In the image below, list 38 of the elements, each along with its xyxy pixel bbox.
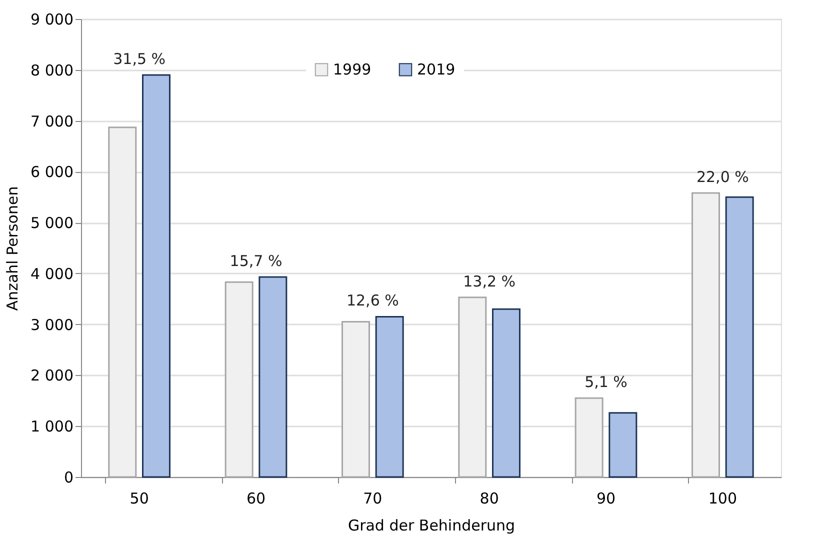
y-tick-label: 0 — [64, 468, 74, 486]
bar — [375, 316, 404, 478]
x-tick-label: 80 — [480, 490, 499, 508]
bar — [142, 74, 170, 478]
annotation: 5,1 % — [584, 373, 628, 392]
y-tick-label: 3 000 — [30, 316, 74, 334]
x-tick-label: 90 — [596, 490, 616, 508]
legend-label: 1999 — [333, 60, 372, 79]
annotation: 15,7 % — [230, 252, 282, 270]
x-tick-label: 50 — [130, 490, 149, 508]
annotation: 31,5 % — [113, 50, 166, 68]
bar — [258, 276, 288, 478]
y-tick-label: 7 000 — [30, 112, 74, 130]
annotation: 12,6 % — [346, 292, 399, 310]
bar — [725, 196, 754, 478]
y-tick-label: 2 000 — [30, 366, 74, 385]
bar — [108, 126, 137, 478]
x-tick-label: 100 — [708, 490, 737, 508]
y-tick-label: 1 000 — [30, 418, 74, 436]
bar — [692, 192, 720, 478]
y-tick-label: 6 000 — [30, 163, 74, 182]
annotation: 13,2 % — [463, 272, 516, 290]
y-tick-label: 9 000 — [30, 10, 74, 28]
bar — [224, 281, 254, 478]
bar — [574, 397, 604, 478]
bar — [342, 321, 370, 478]
y-tick-label: 5 000 — [30, 214, 74, 232]
bar — [458, 296, 487, 478]
x-tick-label: 70 — [363, 490, 382, 508]
bar — [492, 308, 520, 478]
x-axis-title: Grad der Behinderung — [348, 516, 516, 534]
annotation: 22,0 % — [696, 168, 749, 186]
y-tick-label: 8 000 — [30, 61, 74, 80]
bar — [608, 412, 638, 478]
x-tick-label: 60 — [246, 490, 266, 508]
y-axis-title: Anzahl Personen — [4, 186, 22, 311]
y-tick-label: 4 000 — [30, 264, 74, 283]
legend-label: 2019 — [417, 60, 456, 79]
